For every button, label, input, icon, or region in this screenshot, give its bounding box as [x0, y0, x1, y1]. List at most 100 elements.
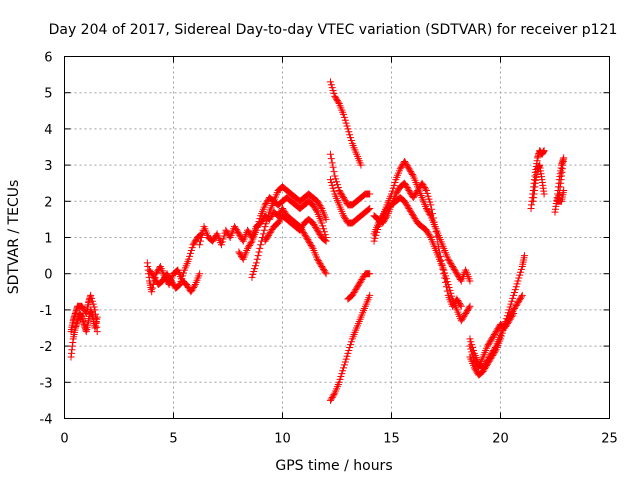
data-point-interp — [410, 213, 418, 221]
data-point-interp — [329, 392, 337, 400]
data-point-interp — [180, 269, 188, 277]
data-point — [93, 328, 101, 336]
data-point-interp — [299, 222, 307, 230]
data-point-interp — [487, 336, 495, 344]
data-point — [357, 161, 365, 169]
data-point-interp — [408, 210, 416, 218]
data-point — [435, 248, 443, 256]
data-point-interp — [314, 257, 322, 265]
data-point-interp — [320, 267, 328, 275]
x-tick-label: 0 — [60, 432, 68, 447]
data-point-interp — [265, 211, 273, 219]
data-point — [405, 205, 413, 213]
data-point-interp — [314, 199, 322, 207]
data-point-interp — [412, 216, 420, 224]
x-tick-label: 20 — [492, 432, 509, 447]
data-point-interp — [484, 359, 492, 367]
data-point-interp — [231, 224, 239, 232]
data-point-interp — [328, 159, 336, 167]
data-point-interp — [264, 214, 272, 222]
data-point-interp — [316, 202, 324, 210]
data-point — [159, 277, 167, 285]
data-point-interp — [489, 352, 497, 360]
data-point-interp — [490, 349, 498, 357]
data-point-interp — [263, 234, 271, 242]
data-point-interp — [424, 229, 432, 237]
data-point-interp — [353, 283, 361, 291]
data-point — [150, 273, 158, 281]
data-point-interp — [517, 294, 525, 302]
data-point-interp — [90, 303, 98, 311]
data-point — [466, 277, 474, 285]
data-point — [189, 241, 197, 249]
y-tick-label: 5 — [44, 87, 52, 102]
data-point-interp — [410, 192, 418, 200]
data-point-interp — [310, 202, 318, 210]
data-point-interp — [510, 289, 518, 297]
data-point — [331, 92, 339, 100]
data-point-interp — [236, 249, 244, 257]
data-point-interp — [177, 278, 185, 286]
data-point-interp — [515, 297, 523, 305]
data-point-interp — [264, 233, 272, 241]
data-point-interp — [510, 304, 518, 312]
data-point — [274, 219, 282, 227]
data-point-interp — [343, 122, 351, 130]
data-point-interp — [327, 81, 335, 89]
data-point-interp — [250, 268, 258, 276]
data-point-interp — [517, 265, 525, 273]
data-point-interp — [397, 163, 405, 171]
data-point-interp — [179, 272, 187, 280]
data-point — [196, 241, 204, 249]
data-point-interp — [350, 289, 358, 297]
data-point-interp — [168, 278, 176, 286]
data-point-interp — [254, 220, 262, 228]
data-point-interp — [449, 264, 457, 272]
data-point-interp — [423, 206, 431, 214]
data-point-interp — [319, 225, 327, 233]
data-point-interp — [317, 261, 325, 269]
data-point-interp — [443, 278, 451, 286]
data-point-interp — [504, 318, 512, 326]
data-point-interp — [336, 375, 344, 383]
data-point — [449, 302, 457, 310]
data-point — [344, 349, 352, 357]
data-point-interp — [321, 268, 329, 276]
data-point-interp — [316, 231, 324, 239]
data-point-interp — [328, 181, 336, 189]
data-point-interp — [494, 325, 502, 333]
data-point-interp — [187, 247, 195, 255]
data-point-interp — [452, 268, 460, 276]
data-point — [87, 291, 95, 299]
data-point-interp — [467, 338, 475, 346]
data-point-interp — [454, 296, 462, 304]
data-point-interp — [190, 282, 198, 290]
data-point-interp — [381, 216, 389, 224]
data-point-interp — [490, 350, 498, 358]
data-point-interp — [486, 338, 494, 346]
data-point-interp — [391, 178, 399, 186]
data-point-interp — [512, 302, 520, 310]
data-point — [209, 237, 217, 245]
data-point — [401, 197, 409, 205]
data-point-interp — [371, 234, 379, 242]
data-point-interp — [464, 305, 472, 313]
data-point — [335, 378, 343, 386]
data-point-interp — [183, 282, 191, 290]
data-point — [248, 273, 256, 281]
data-point-interp — [490, 332, 498, 340]
data-point-interp — [435, 243, 443, 251]
data-point-interp — [338, 370, 346, 378]
data-point-interp — [382, 213, 390, 221]
data-point-interp — [165, 273, 173, 281]
data-point-interp — [424, 192, 432, 200]
data-point — [313, 226, 321, 234]
data-point-interp — [321, 236, 329, 244]
data-point-interp — [254, 252, 262, 260]
data-point-interp — [303, 234, 311, 242]
data-point — [540, 147, 548, 155]
data-point-interp — [433, 233, 441, 241]
data-point-interp — [159, 275, 167, 283]
data-point — [185, 255, 193, 263]
data-point-interp — [347, 341, 355, 349]
